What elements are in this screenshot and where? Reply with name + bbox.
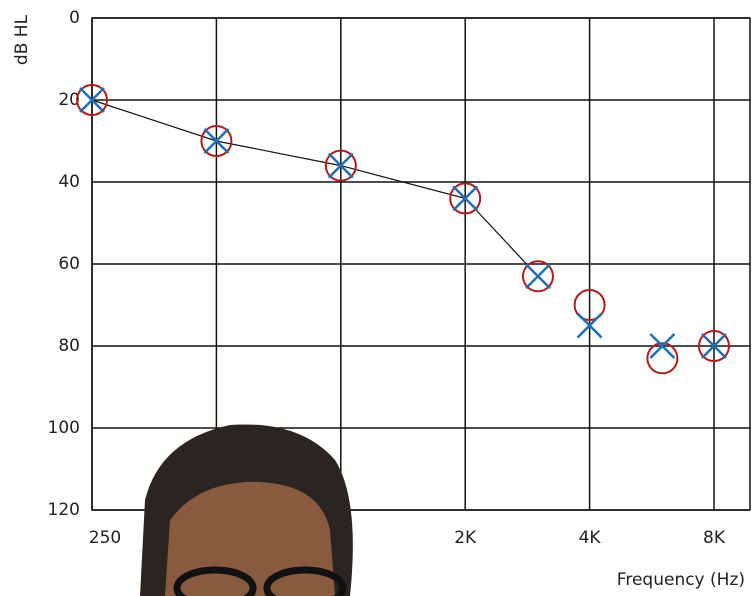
photo (140, 424, 353, 596)
left-ear-marker (327, 152, 354, 179)
left-ear-marker (525, 263, 551, 290)
right-ear-marker (76, 84, 108, 116)
right-ear-marker (324, 149, 357, 182)
y-tick-label: 0 (69, 8, 80, 28)
y-tick-label: 80 (58, 336, 80, 356)
y-axis-label: dB HL (12, 14, 32, 65)
left-ear-marker (203, 128, 230, 154)
right-ear-marker (573, 289, 606, 321)
left-ear-marker (649, 333, 676, 359)
plot: 0204060801001202505001K2K4K8K (48, 8, 751, 548)
right-ear-marker (521, 260, 554, 293)
x-tick-label: 2K (454, 528, 477, 548)
y-tick-label: 120 (48, 500, 80, 520)
right-ear-marker (200, 125, 233, 157)
left-ear-marker (701, 333, 727, 359)
right-ear-marker (698, 330, 730, 362)
right-ear-marker (646, 342, 679, 375)
threshold-line (91, 99, 539, 277)
y-tick-label: 40 (58, 172, 80, 192)
x-tick-label: 250 (89, 528, 121, 548)
x-tick-label: 8K (703, 528, 726, 548)
y-tick-label: 100 (48, 418, 80, 438)
x-tick-label: 4K (579, 528, 602, 548)
left-ear-marker (452, 185, 479, 212)
x-axis-label: Frequency (Hz) (617, 570, 745, 590)
y-tick-label: 20 (58, 90, 80, 110)
right-ear-marker (449, 182, 482, 215)
left-ear-marker (576, 312, 603, 339)
left-ear-marker (79, 87, 105, 113)
y-tick-label: 60 (58, 254, 80, 274)
